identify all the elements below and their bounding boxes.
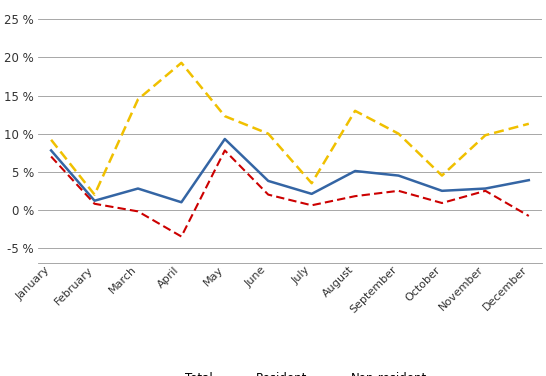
Total — [308, 192, 315, 196]
Resident — [526, 214, 532, 218]
Total — [438, 189, 445, 193]
Total — [395, 173, 402, 178]
Resident — [178, 234, 185, 239]
Non-resident — [352, 109, 358, 113]
Resident — [91, 202, 98, 206]
Non-resident — [135, 97, 141, 102]
Resident — [265, 193, 271, 197]
Total — [352, 169, 358, 173]
Total — [48, 148, 55, 153]
Resident — [48, 154, 55, 159]
Total — [222, 137, 228, 141]
Non-resident — [265, 132, 271, 136]
Non-resident — [91, 193, 98, 197]
Resident — [438, 201, 445, 205]
Resident — [222, 148, 228, 153]
Non-resident — [526, 121, 532, 126]
Resident — [308, 203, 315, 208]
Total — [482, 186, 489, 191]
Non-resident — [482, 133, 489, 138]
Non-resident — [308, 181, 315, 185]
Total — [526, 178, 532, 182]
Resident — [352, 194, 358, 199]
Total — [91, 199, 98, 203]
Non-resident — [178, 61, 185, 65]
Non-resident — [395, 132, 402, 136]
Non-resident — [48, 138, 55, 142]
Total — [265, 179, 271, 183]
Line: Total: Total — [51, 139, 529, 202]
Line: Non-resident: Non-resident — [51, 63, 529, 195]
Legend: Total, Resident, Non-resident: Total, Resident, Non-resident — [148, 367, 432, 376]
Line: Resident: Resident — [51, 150, 529, 237]
Resident — [135, 209, 141, 214]
Total — [178, 200, 185, 205]
Resident — [395, 189, 402, 193]
Non-resident — [438, 173, 445, 178]
Total — [135, 186, 141, 191]
Resident — [482, 189, 489, 193]
Non-resident — [222, 114, 228, 118]
